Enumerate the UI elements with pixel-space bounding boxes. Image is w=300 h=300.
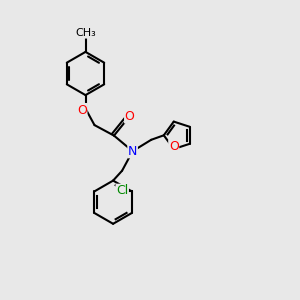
Text: O: O	[77, 103, 87, 117]
Text: CH₃: CH₃	[75, 28, 96, 38]
Text: O: O	[169, 140, 179, 153]
Text: O: O	[125, 110, 134, 123]
Text: Cl: Cl	[116, 184, 128, 197]
Text: N: N	[128, 145, 137, 158]
